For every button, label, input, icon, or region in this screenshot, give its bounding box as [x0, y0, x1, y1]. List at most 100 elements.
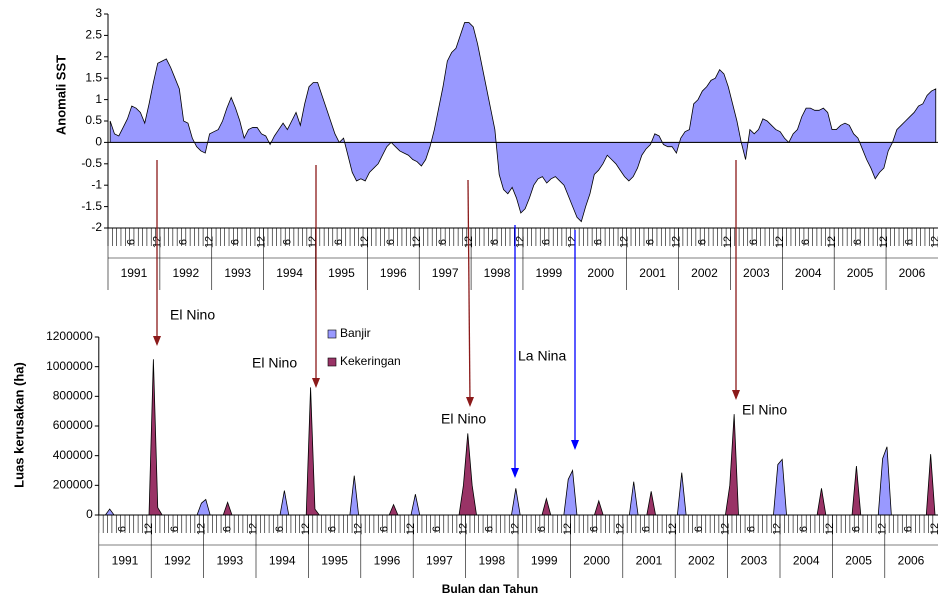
year-label: 2003	[740, 554, 767, 568]
x-tick-label: 12	[772, 523, 784, 535]
x-tick-label: 12	[248, 523, 260, 535]
year-label: 2000	[587, 266, 614, 280]
year-label: 1997	[432, 266, 459, 280]
year-label: 2001	[639, 266, 666, 280]
x-tick-label: 12	[722, 236, 734, 248]
year-label: 1992	[164, 554, 191, 568]
x-tick-label: 6	[904, 239, 916, 245]
y-tick-label: 2.5	[85, 28, 102, 42]
x-tick-label: 6	[222, 526, 234, 532]
y-tick-label: 0	[95, 135, 102, 149]
year-label: 2001	[636, 554, 663, 568]
y-tick-label: 200000	[53, 478, 93, 492]
x-tick-label: 12	[667, 523, 679, 535]
year-label: 1996	[374, 554, 401, 568]
area	[109, 22, 937, 223]
x-tick-label: 6	[117, 526, 129, 532]
y-axis-label: Anomali SST	[53, 55, 68, 135]
year-label: 1997	[426, 554, 453, 568]
x-tick-label: 12	[824, 523, 836, 535]
year-label: 1998	[484, 266, 511, 280]
x-tick-label: 6	[746, 526, 758, 532]
x-tick-label: 12	[515, 236, 527, 248]
legend-label: Kekeringan	[340, 354, 401, 368]
year-label: 2004	[795, 266, 822, 280]
x-axis-label: Bulan dan Tahun	[442, 582, 538, 596]
y-tick-label: 400000	[53, 448, 93, 462]
arrow-head	[466, 397, 474, 407]
year-label: 2002	[691, 266, 718, 280]
y-tick-label: -1.5	[81, 199, 102, 213]
x-tick-label: 12	[143, 523, 155, 535]
year-label: 2006	[899, 266, 926, 280]
x-tick-label: 12	[877, 523, 889, 535]
y-tick-label: 2	[95, 49, 102, 63]
y-tick-label: -2	[91, 220, 102, 234]
annotation: El Nino	[252, 355, 297, 371]
annotation: El Nino	[742, 402, 787, 418]
x-tick-label: 6	[333, 239, 345, 245]
x-tick-label: 6	[593, 239, 605, 245]
arrow-head	[732, 390, 740, 400]
arrow-head	[511, 468, 519, 478]
x-tick-label: 6	[798, 526, 810, 532]
legend-swatch	[327, 357, 337, 367]
year-label: 1998	[478, 554, 505, 568]
x-tick-label: 12	[411, 236, 423, 248]
x-tick-label: 12	[562, 523, 574, 535]
x-tick-label: 6	[484, 526, 496, 532]
y-tick-label: 1200000	[46, 329, 93, 343]
x-tick-label: 12	[826, 236, 838, 248]
year-label: 1994	[269, 554, 296, 568]
year-label: 2003	[743, 266, 770, 280]
x-tick-label: 12	[618, 236, 630, 248]
area	[100, 446, 936, 516]
year-label: 1999	[531, 554, 558, 568]
y-tick-label: 600000	[53, 418, 93, 432]
x-tick-label: 12	[255, 236, 267, 248]
y-tick-label: 1	[95, 92, 102, 106]
arrow-head	[153, 336, 161, 346]
x-tick-label: 6	[178, 239, 190, 245]
annotation: La Nina	[518, 348, 566, 364]
x-tick-label: 6	[852, 239, 864, 245]
year-label: 1993	[216, 554, 243, 568]
year-label: 1993	[224, 266, 251, 280]
x-tick-label: 6	[437, 239, 449, 245]
arrow	[467, 179, 471, 405]
x-tick-label: 12	[300, 523, 312, 535]
year-label: 1995	[321, 554, 348, 568]
arrows	[153, 160, 740, 478]
arrow-head	[571, 440, 579, 450]
x-tick-label: 12	[719, 523, 731, 535]
year-label: 1995	[328, 266, 355, 280]
x-tick-label: 12	[203, 236, 215, 248]
annotation: El Nino	[441, 411, 486, 427]
x-tick-label: 6	[281, 239, 293, 245]
x-tick-label: 12	[929, 523, 938, 535]
year-label: 2005	[845, 554, 872, 568]
x-tick-label: 12	[510, 523, 522, 535]
x-tick-label: 6	[850, 526, 862, 532]
y-tick-label: -0.5	[81, 156, 102, 170]
year-label: 1996	[380, 266, 407, 280]
year-label: 2004	[793, 554, 820, 568]
area	[100, 359, 936, 516]
legend-label: Banjir	[340, 326, 371, 340]
y-tick-label: 1.5	[85, 70, 102, 84]
x-tick-label: 6	[385, 239, 397, 245]
x-tick-label: 12	[405, 523, 417, 535]
x-tick-label: 12	[930, 236, 938, 248]
year-label: 2006	[898, 554, 925, 568]
y-tick-label: 3	[95, 6, 102, 20]
legend-swatch	[327, 329, 337, 339]
year-label: 1994	[276, 266, 303, 280]
x-tick-label: 6	[489, 239, 501, 245]
x-tick-label: 6	[126, 239, 138, 245]
year-label: 1999	[536, 266, 563, 280]
x-tick-label: 12	[615, 523, 627, 535]
x-tick-label: 6	[903, 526, 915, 532]
year-label: 2000	[583, 554, 610, 568]
x-tick-label: 6	[644, 239, 656, 245]
